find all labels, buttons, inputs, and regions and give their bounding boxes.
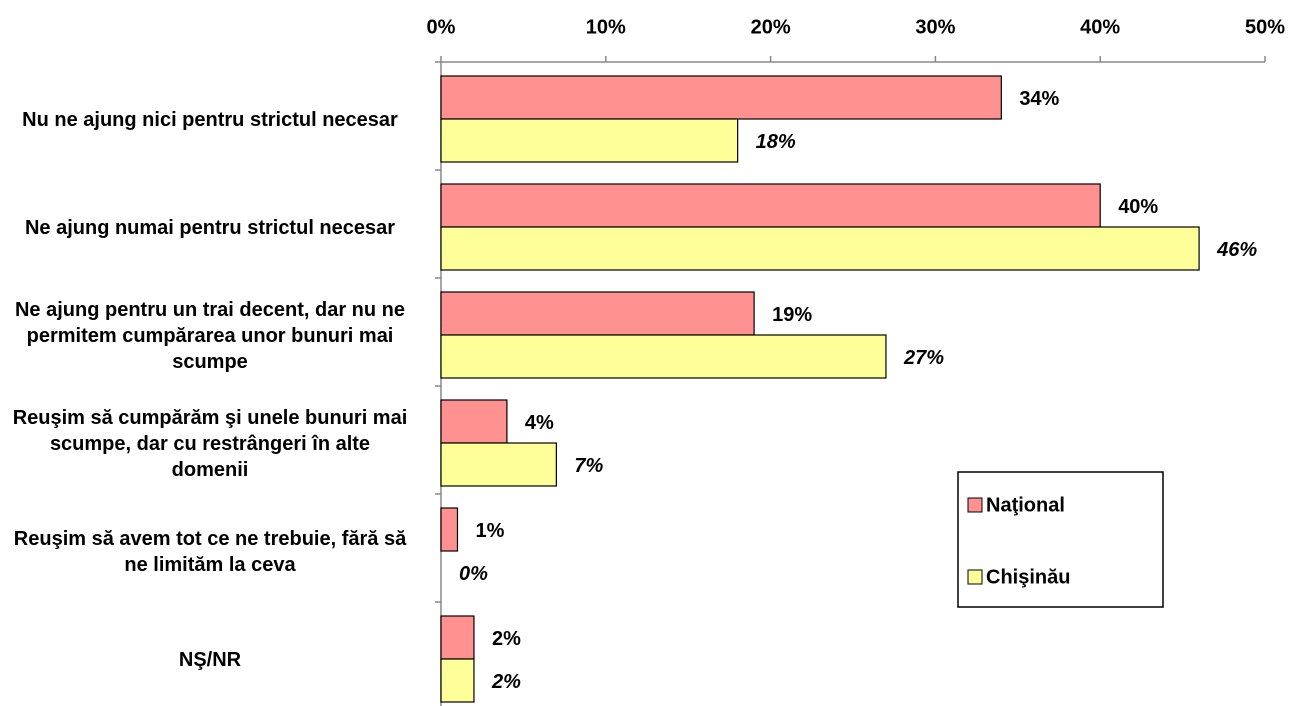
bar — [440, 118, 739, 163]
data-label: 1% — [475, 520, 504, 542]
legend-box — [957, 471, 1164, 608]
y-tick-label: Reuşim să cumpărăm şi unele bunuri mai s… — [12, 407, 408, 481]
x-tick-label: 40% — [1080, 16, 1120, 38]
bar — [440, 399, 508, 444]
data-label: 2% — [492, 628, 521, 650]
data-label: 0% — [459, 563, 488, 585]
y-tick-label: Ne ajung numai pentru strictul necesar — [24, 217, 396, 239]
data-label: 27% — [903, 347, 944, 369]
data-label: 4% — [525, 412, 554, 434]
data-label: 18% — [756, 131, 796, 153]
bar — [440, 226, 1200, 271]
data-label: 2% — [491, 671, 521, 693]
legend-swatch — [967, 497, 983, 513]
x-tick-label: 0% — [427, 16, 456, 38]
x-tick-label: 50% — [1245, 16, 1285, 38]
y-tick-label: NŞ/NR — [178, 649, 242, 671]
y-tick-label: Reuşim să avem tot ce ne trebuie, fără s… — [13, 528, 407, 576]
x-tick-label: 10% — [586, 16, 626, 38]
bar — [440, 183, 1101, 228]
bar — [440, 75, 1002, 120]
bar — [440, 615, 475, 660]
bar — [440, 291, 755, 336]
data-label: 7% — [574, 455, 603, 477]
data-label: 40% — [1118, 196, 1158, 218]
legend-label: Chişinău — [986, 566, 1070, 588]
bar — [440, 442, 557, 487]
bar — [440, 507, 459, 552]
bar — [440, 334, 887, 379]
legend-label: Naţional — [986, 494, 1065, 516]
x-tick-label: 30% — [915, 16, 955, 38]
bar — [440, 658, 475, 703]
data-label: 19% — [772, 304, 812, 326]
data-label: 46% — [1216, 239, 1257, 261]
legend-swatch — [967, 569, 983, 585]
y-tick-label: Ne ajung pentru un trai decent, dar nu n… — [14, 299, 406, 373]
data-label: 34% — [1019, 88, 1059, 110]
y-tick-label: Nu ne ajung nici pentru strictul necesar — [22, 109, 398, 131]
x-tick-label: 20% — [751, 16, 791, 38]
